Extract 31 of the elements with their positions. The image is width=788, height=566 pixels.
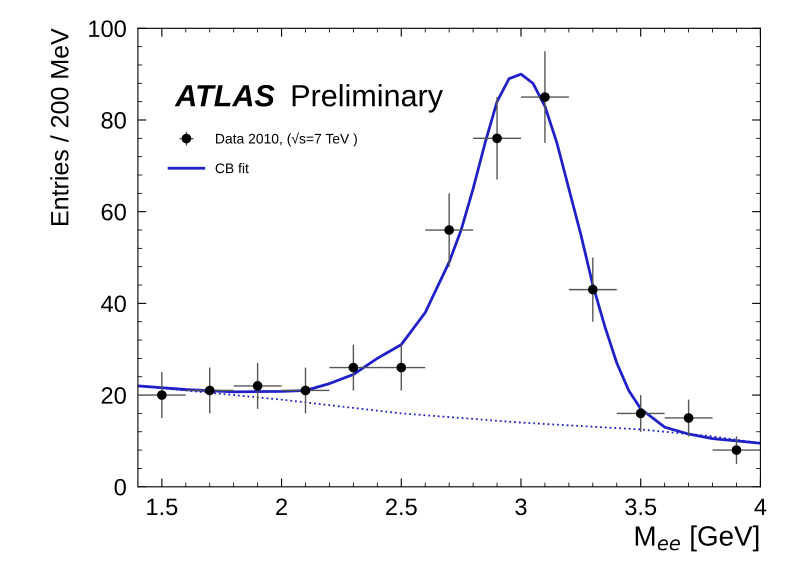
x-tick-label: 4 <box>754 498 766 515</box>
x-axis-title: M$_{ee}$ [GeV] <box>636 525 758 552</box>
point <box>684 413 694 423</box>
x-tick-label: 1.5 <box>147 498 178 516</box>
y-tick-label: 40 <box>101 295 126 312</box>
y-tick-label: 0 <box>114 478 126 496</box>
y-tick-label: 80 <box>102 112 126 129</box>
x-tick-label: 2.5 <box>386 498 417 516</box>
y-axis-title: Entries / 200 MeV <box>50 28 69 225</box>
legend-label: Data 2010, (√s=7 TeV ) <box>216 132 357 146</box>
annotation: ATLAS <box>174 84 275 107</box>
point <box>156 390 167 400</box>
point <box>492 133 502 144</box>
point <box>732 445 742 455</box>
point <box>252 381 262 391</box>
point <box>204 386 215 396</box>
point <box>444 225 454 235</box>
point <box>540 92 550 102</box>
point <box>588 284 598 294</box>
x-tick-label: 3 <box>515 498 527 516</box>
y-tick-label: 20 <box>102 387 126 404</box>
y-tick-label: 60 <box>102 204 126 220</box>
point <box>300 386 310 396</box>
x-tick-label: 2 <box>276 498 287 515</box>
y-tick-label: 100 <box>89 20 126 38</box>
annotation: Preliminary <box>292 84 443 113</box>
point <box>636 408 646 418</box>
legend-label: CB fit <box>216 163 249 174</box>
point <box>348 362 358 372</box>
point <box>396 362 406 372</box>
x-tick-label: 3.5 <box>625 498 656 516</box>
